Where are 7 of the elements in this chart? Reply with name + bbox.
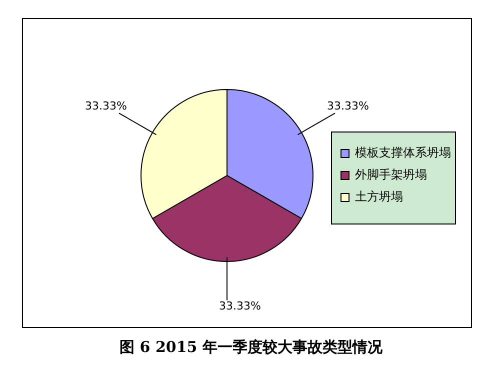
data-label: 33.33% bbox=[85, 100, 128, 113]
data-label: 33.33% bbox=[326, 100, 369, 113]
legend-label: 外脚手架坍塌 bbox=[355, 168, 427, 182]
data-label: 33.33% bbox=[219, 300, 261, 313]
text: 图 6 2015 年一季度较大事故类型情况 bbox=[118, 338, 384, 357]
legend-label: 模板支撑体系坍塌 bbox=[355, 146, 451, 160]
legend-label: 土方坍塌 bbox=[355, 190, 403, 204]
